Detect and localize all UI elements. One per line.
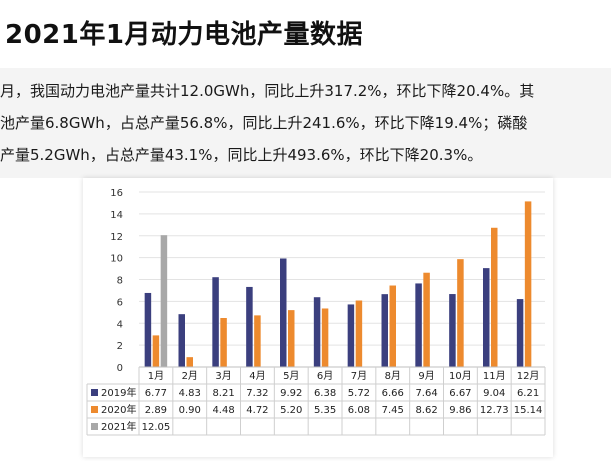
data-label: 7.64 <box>415 388 437 399</box>
data-label: 9.86 <box>449 405 471 416</box>
bar-2019 <box>449 294 456 367</box>
y-tick-label: 10 <box>110 254 123 265</box>
legend-label: 2021年 <box>101 420 136 433</box>
y-tick-label: 12 <box>110 232 123 243</box>
bar-2020 <box>186 357 193 367</box>
y-tick-label: 4 <box>117 319 123 330</box>
x-tick-label: 12月 <box>517 370 540 382</box>
data-label: 8.62 <box>415 405 437 416</box>
data-label: 5.72 <box>348 388 370 399</box>
x-tick-label: 1月 <box>148 370 164 382</box>
data-label: 15.14 <box>514 405 543 416</box>
x-tick-label: 4月 <box>249 370 265 382</box>
bar-2019 <box>516 299 524 367</box>
data-label: 6.38 <box>314 388 336 399</box>
data-label: 5.20 <box>280 405 302 416</box>
data-label: 6.66 <box>382 388 404 399</box>
bar-2020 <box>254 315 261 367</box>
data-label: 7.32 <box>246 388 268 399</box>
bar-2020 <box>321 308 329 367</box>
bar-2019 <box>313 297 321 367</box>
bar-2019 <box>212 277 219 367</box>
bar-2019 <box>381 294 388 367</box>
bar-2021 <box>160 235 168 367</box>
bar-2020 <box>423 272 430 367</box>
data-label: 6.77 <box>145 388 167 399</box>
x-tick-label: 11月 <box>483 370 506 382</box>
data-label: 6.08 <box>348 405 370 416</box>
bar-2019 <box>246 286 253 367</box>
data-label: 4.83 <box>179 388 201 399</box>
bar-2020 <box>288 310 295 367</box>
y-tick-label: 6 <box>117 297 123 308</box>
x-tick-label: 8月 <box>385 370 401 382</box>
bar-2019 <box>483 268 490 367</box>
x-tick-label: 6月 <box>317 370 333 382</box>
y-tick-label: 16 <box>110 188 123 199</box>
data-label: 9.04 <box>483 388 505 399</box>
x-tick-label: 3月 <box>215 370 231 382</box>
y-tick-label: 8 <box>117 276 123 287</box>
data-label: 4.72 <box>246 405 268 416</box>
paragraph-line-1: 月，我国动力电池产量共计12.0GWh，同比上升317.2%，环比下降20.4%… <box>0 82 535 100</box>
bar-2019 <box>144 292 152 367</box>
x-tick-label: 9月 <box>418 370 434 382</box>
y-tick-label: 14 <box>110 210 123 221</box>
legend-swatch <box>91 406 98 413</box>
data-label: 12.05 <box>142 422 171 433</box>
data-label: 4.48 <box>212 405 234 416</box>
data-label: 5.35 <box>314 405 336 416</box>
legend-swatch <box>91 389 98 396</box>
data-label: 0.90 <box>179 405 201 416</box>
bar-2019 <box>178 314 185 367</box>
title-bar: 2021年1月动力电池产量数据 <box>0 0 611 68</box>
bar-2020 <box>457 259 464 367</box>
bar-2020 <box>491 227 498 367</box>
y-tick-label: 0 <box>117 363 123 374</box>
bar-2020 <box>220 318 227 367</box>
chart-panel: 0 2 4 6 8 10 12 14 16 1月 2月 3月 4月 5月 6月 7月 8月 9月 10月 11月 12月… <box>83 178 553 457</box>
summary-paragraph: 月，我国动力电池产量共计12.0GWh，同比上升317.2%，环比下降20.4%… <box>0 68 611 178</box>
bar-2020 <box>389 285 396 367</box>
bar-2019 <box>347 304 355 367</box>
legend-swatch <box>91 423 98 430</box>
paragraph-line-3: 产量5.2GWh，占总产量43.1%，同比上升493.6%，环比下降20.3%。 <box>0 146 483 164</box>
bar-2019 <box>415 283 422 367</box>
bar-2020 <box>524 201 532 367</box>
page-title: 2021年1月动力电池产量数据 <box>5 20 363 50</box>
bar-2020 <box>152 335 160 367</box>
bar-2020 <box>355 300 363 367</box>
legend-label: 2019年 <box>101 386 136 399</box>
x-tick-label: 10月 <box>449 370 472 382</box>
data-label: 6.67 <box>449 388 471 399</box>
data-label: 6.21 <box>517 388 539 399</box>
data-label: 9.92 <box>280 388 302 399</box>
bar-chart: 0 2 4 6 8 10 12 14 16 1月 2月 3月 4月 5月 6月 7月 8月 9月 10月 11月 12月… <box>86 188 546 436</box>
data-label: 12.73 <box>480 405 509 416</box>
bar-2019 <box>280 258 287 367</box>
x-tick-label: 5月 <box>283 370 299 382</box>
legend-label: 2020年 <box>101 403 136 416</box>
data-label: 2.89 <box>145 405 167 416</box>
x-tick-label: 7月 <box>351 370 367 382</box>
y-tick-label: 2 <box>117 341 123 352</box>
data-label: 8.21 <box>212 388 234 399</box>
paragraph-line-2: 池产量6.8GWh，占总产量56.8%，同比上升241.6%，环比下降19.4%… <box>0 114 528 132</box>
data-label: 7.45 <box>382 405 404 416</box>
x-tick-label: 2月 <box>182 370 198 382</box>
